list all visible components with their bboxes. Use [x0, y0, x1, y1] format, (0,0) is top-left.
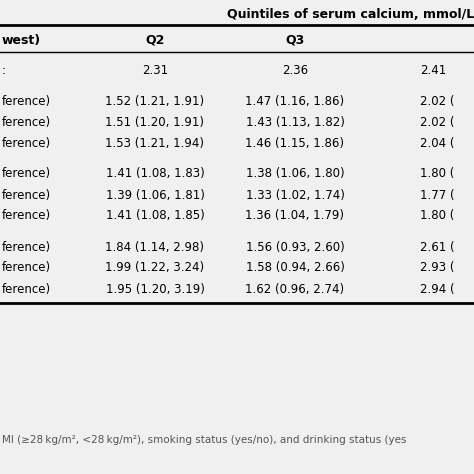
Text: ference): ference)	[2, 94, 51, 108]
Text: ference): ference)	[2, 283, 51, 295]
Text: ference): ference)	[2, 116, 51, 128]
Text: 2.02 (: 2.02 (	[420, 116, 455, 128]
Text: 2.41: 2.41	[420, 64, 446, 76]
Text: 1.46 (1.15, 1.86): 1.46 (1.15, 1.86)	[246, 137, 345, 149]
Text: ference): ference)	[2, 137, 51, 149]
Text: 1.41 (1.08, 1.85): 1.41 (1.08, 1.85)	[106, 210, 204, 222]
Text: 1.84 (1.14, 2.98): 1.84 (1.14, 2.98)	[106, 240, 204, 254]
Text: 1.36 (1.04, 1.79): 1.36 (1.04, 1.79)	[246, 210, 345, 222]
Text: 1.62 (0.96, 2.74): 1.62 (0.96, 2.74)	[246, 283, 345, 295]
Text: 2.31: 2.31	[142, 64, 168, 76]
Text: 2.04 (: 2.04 (	[420, 137, 455, 149]
Text: 1.52 (1.21, 1.91): 1.52 (1.21, 1.91)	[105, 94, 205, 108]
Text: 1.43 (1.13, 1.82): 1.43 (1.13, 1.82)	[246, 116, 345, 128]
Text: 1.41 (1.08, 1.83): 1.41 (1.08, 1.83)	[106, 167, 204, 181]
Text: Q3: Q3	[285, 34, 305, 46]
Text: ference): ference)	[2, 262, 51, 274]
Text: 1.38 (1.06, 1.80): 1.38 (1.06, 1.80)	[246, 167, 344, 181]
Text: MI (≥28 kg/m², <28 kg/m²), smoking status (yes/no), and drinking status (yes: MI (≥28 kg/m², <28 kg/m²), smoking statu…	[2, 435, 407, 445]
Text: 2.93 (: 2.93 (	[420, 262, 455, 274]
Text: 1.51 (1.20, 1.91): 1.51 (1.20, 1.91)	[106, 116, 204, 128]
Text: 1.47 (1.16, 1.86): 1.47 (1.16, 1.86)	[246, 94, 345, 108]
Text: 2.02 (: 2.02 (	[420, 94, 455, 108]
Text: 1.53 (1.21, 1.94): 1.53 (1.21, 1.94)	[106, 137, 204, 149]
Text: 1.99 (1.22, 3.24): 1.99 (1.22, 3.24)	[105, 262, 205, 274]
Text: 1.77 (: 1.77 (	[420, 189, 455, 201]
Text: ference): ference)	[2, 210, 51, 222]
Text: 1.39 (1.06, 1.81): 1.39 (1.06, 1.81)	[106, 189, 204, 201]
Text: ference): ference)	[2, 189, 51, 201]
Text: 1.33 (1.02, 1.74): 1.33 (1.02, 1.74)	[246, 189, 345, 201]
Text: 1.56 (0.93, 2.60): 1.56 (0.93, 2.60)	[246, 240, 345, 254]
Text: Quintiles of serum calcium, mmol/L: Quintiles of serum calcium, mmol/L	[227, 8, 474, 20]
Text: ference): ference)	[2, 167, 51, 181]
Text: west): west)	[2, 34, 41, 46]
Text: 1.80 (: 1.80 (	[420, 167, 455, 181]
Text: 2.36: 2.36	[282, 64, 308, 76]
Text: 1.95 (1.20, 3.19): 1.95 (1.20, 3.19)	[106, 283, 204, 295]
Text: Q2: Q2	[146, 34, 164, 46]
Text: 1.58 (0.94, 2.66): 1.58 (0.94, 2.66)	[246, 262, 345, 274]
Text: 2.94 (: 2.94 (	[420, 283, 455, 295]
Text: 1.80 (: 1.80 (	[420, 210, 455, 222]
Text: :: :	[2, 64, 6, 76]
Text: 2.61 (: 2.61 (	[420, 240, 455, 254]
Text: ference): ference)	[2, 240, 51, 254]
